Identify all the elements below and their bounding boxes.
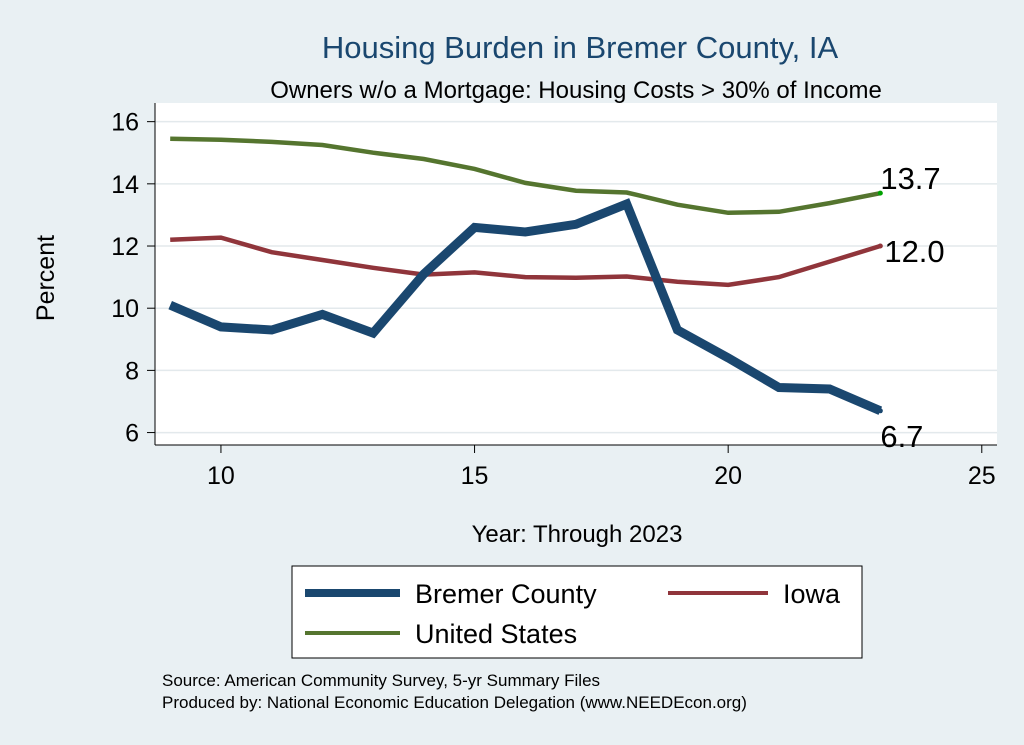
chart-title: Housing Burden in Bremer County, IA: [322, 30, 839, 65]
legend-label-iowa: Iowa: [783, 579, 841, 609]
y-tick-label: 8: [125, 357, 139, 385]
x-axis-title: Year: Through 2023: [472, 521, 683, 548]
y-tick-label: 10: [111, 295, 139, 323]
x-tick-label: 10: [207, 462, 235, 490]
y-axis-title: Percent: [32, 235, 60, 321]
x-tick-label: 15: [461, 462, 489, 490]
end-label-united-states: 13.7: [880, 161, 940, 196]
end-point-bremer-county: [877, 408, 883, 414]
end-labels: 6.7 12.0 13.7: [880, 161, 944, 454]
source-note: Source: American Community Survey, 5-yr …: [162, 671, 600, 690]
y-tick-label: 16: [111, 109, 139, 137]
x-tick-label: 25: [968, 462, 996, 490]
end-point-united-states: [877, 190, 883, 196]
series-line-bremer-county: [168, 198, 883, 415]
end-label-iowa: 12.0: [884, 234, 944, 269]
end-label-bremer-county: 6.7: [880, 419, 923, 454]
x-tick-label: 20: [714, 462, 742, 490]
y-tick-label: 12: [111, 233, 139, 261]
series-lines: [168, 136, 883, 415]
plot-area: [155, 103, 997, 445]
series-line-united-states: [170, 136, 881, 216]
axis-ticks: 6 8 10 12 14 16 10 15 20 25: [111, 109, 996, 490]
legend-label-bremer-county: Bremer County: [415, 579, 597, 609]
legend-box: [291, 565, 863, 659]
y-tick-label: 6: [125, 420, 139, 448]
produced-note: Produced by: National Economic Education…: [162, 693, 747, 712]
legend-label-united-states: United States: [415, 619, 577, 649]
series-line-iowa: [170, 235, 881, 288]
end-point-iowa: [877, 243, 883, 249]
gridlines: [155, 120, 997, 434]
y-tick-label: 14: [111, 171, 139, 199]
chart-subtitle: Owners w/o a Mortgage: Housing Costs > 3…: [270, 77, 882, 104]
